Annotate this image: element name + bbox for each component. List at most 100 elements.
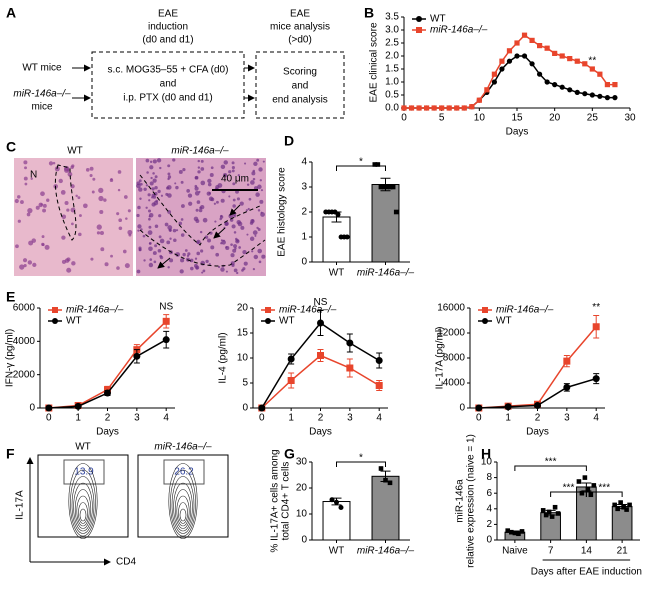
- point: [372, 162, 378, 167]
- cell: [27, 260, 33, 265]
- cell: [159, 166, 162, 170]
- panel-label: F: [6, 446, 15, 462]
- contour: [170, 469, 196, 537]
- point: [597, 71, 603, 77]
- legend-label: WT: [279, 316, 295, 327]
- y-tick-label: 20: [296, 483, 308, 494]
- point: [574, 58, 580, 64]
- cell: [19, 264, 25, 270]
- cell: [174, 182, 177, 185]
- y-tick-label: 10: [237, 353, 249, 364]
- point: [552, 50, 558, 56]
- cell: [117, 170, 122, 174]
- legend-marker: [416, 16, 422, 22]
- y-tick-label: 4000: [13, 336, 36, 347]
- x-tick-label: 3: [134, 413, 140, 424]
- point: [133, 352, 141, 360]
- cell: [71, 222, 74, 226]
- cell: [249, 236, 255, 241]
- cell: [259, 199, 264, 204]
- x-tick-label: 0: [46, 413, 52, 424]
- cell: [156, 158, 162, 163]
- cell: [166, 186, 170, 190]
- cell: [118, 226, 123, 231]
- cell: [246, 233, 249, 236]
- contour: [173, 482, 193, 532]
- x-tick-label: 0: [401, 113, 407, 124]
- point: [74, 402, 82, 410]
- x-tick-label: WT: [329, 268, 345, 279]
- point: [563, 357, 571, 365]
- cell: [250, 219, 255, 224]
- marker-label: N: [30, 170, 37, 181]
- cell: [258, 260, 262, 264]
- cell: [250, 180, 255, 185]
- x-tick-label: 10: [474, 113, 486, 124]
- point: [387, 184, 393, 190]
- significance-label: ***: [598, 483, 610, 494]
- cell: [256, 158, 260, 162]
- gate-value: 13.9: [74, 467, 94, 478]
- point: [317, 319, 324, 327]
- cell: [232, 182, 236, 186]
- cell: [154, 244, 158, 248]
- cell: [238, 246, 241, 249]
- y-tick-label: 6: [486, 488, 492, 499]
- point: [592, 375, 600, 383]
- plot-label: miR-146a–/–: [154, 442, 212, 453]
- x-tick-label: 30: [624, 113, 636, 124]
- series-line: [404, 34, 615, 109]
- y-tick-label: 0: [459, 403, 465, 414]
- cell: [195, 266, 199, 270]
- point: [378, 466, 384, 471]
- cell: [236, 271, 239, 275]
- cell: [136, 269, 141, 274]
- cell: [138, 179, 142, 183]
- cell: [194, 175, 199, 180]
- point: [579, 490, 585, 496]
- cell: [188, 201, 193, 206]
- cell: [223, 160, 228, 165]
- cell: [258, 167, 263, 172]
- panel-label: G: [284, 446, 295, 462]
- y-tick-label: 5: [242, 378, 248, 389]
- cell: [44, 244, 50, 250]
- x-tick-label: 1: [288, 413, 294, 424]
- cell: [236, 197, 240, 201]
- x-tick-label: Naive: [502, 546, 528, 557]
- point: [375, 357, 383, 364]
- point: [424, 105, 430, 111]
- cell: [136, 213, 140, 218]
- point: [390, 184, 396, 190]
- plot-label: WT: [75, 442, 91, 453]
- y-tick-label: 4: [486, 503, 492, 514]
- cell: [175, 185, 179, 190]
- point: [258, 404, 266, 412]
- cell: [167, 193, 172, 198]
- x-tick-label: 3: [347, 413, 353, 424]
- cell: [77, 196, 81, 200]
- legend-label: WT: [496, 316, 512, 327]
- contour: [171, 476, 195, 534]
- group: mice: [31, 102, 53, 113]
- point: [439, 105, 445, 111]
- cell: [180, 218, 184, 221]
- legend-marker: [482, 318, 488, 324]
- cell: [167, 266, 170, 269]
- cell: [154, 175, 158, 179]
- cell: [200, 205, 205, 210]
- cell: [64, 200, 69, 206]
- flow: WT miR-146a–/– 13.9 26.2 IL-17A CD4: [15, 442, 229, 568]
- cell: [172, 158, 176, 162]
- point: [375, 382, 383, 389]
- cell: [145, 206, 148, 209]
- contour: [76, 495, 90, 527]
- annotation: NS: [159, 301, 173, 312]
- cell: [98, 187, 104, 194]
- cell: [78, 232, 82, 237]
- point: [317, 352, 324, 359]
- legend-label: miR-146a–/–: [430, 25, 488, 36]
- y-tick-label: 3: [301, 182, 307, 193]
- x-tick-label: 15: [511, 113, 523, 124]
- header: (d0 and d1): [142, 35, 193, 46]
